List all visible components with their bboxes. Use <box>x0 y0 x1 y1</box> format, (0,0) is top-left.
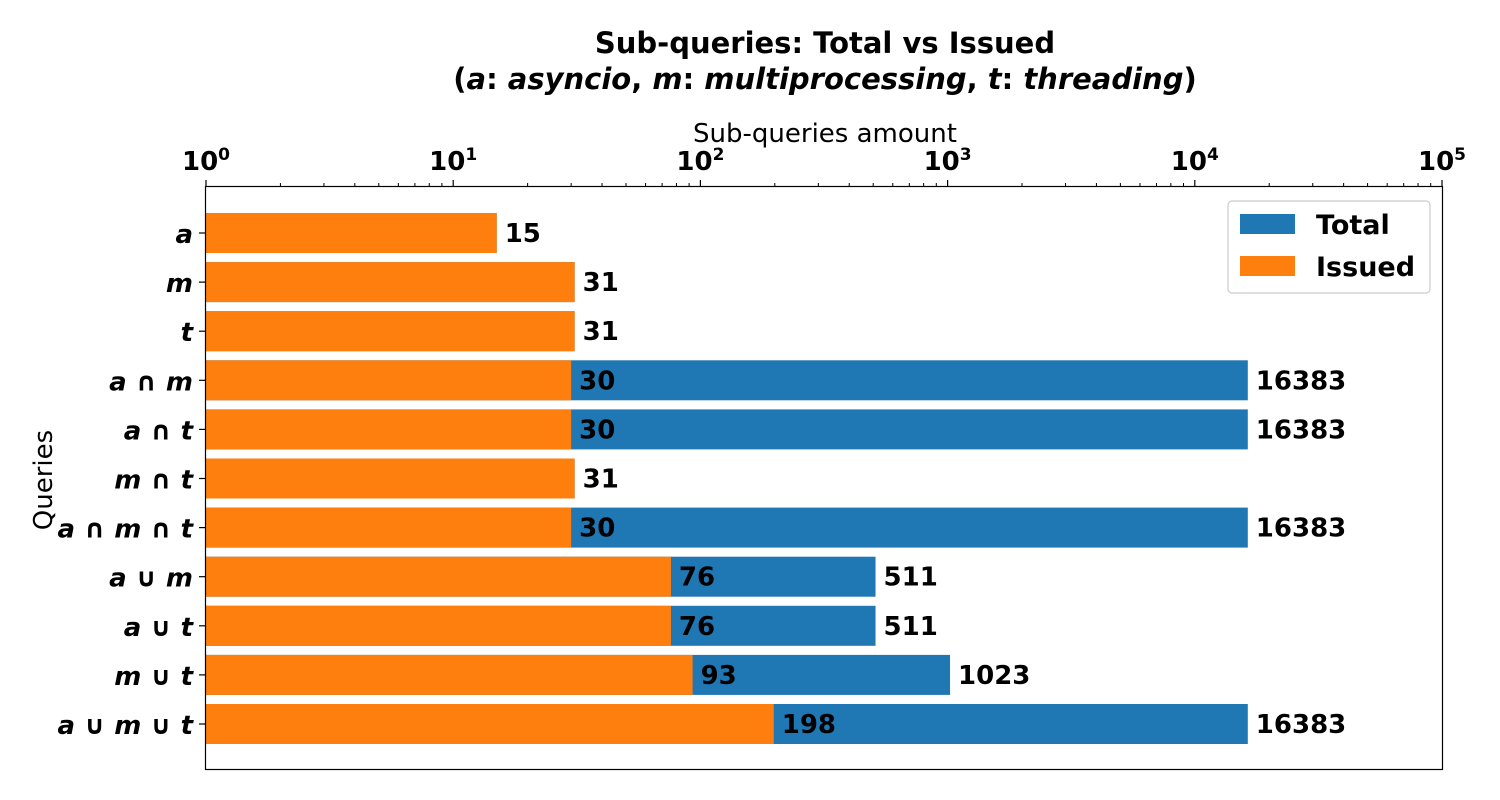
x-axis-ticks: 100 101 102 103 104 105 <box>182 145 1466 187</box>
category-label: m ∩ t <box>114 466 194 496</box>
legend-entry: Issued <box>1316 252 1415 283</box>
x-axis-label: Sub-queries amount <box>693 119 957 149</box>
bar-issued <box>206 360 572 401</box>
bar-label-issued: 30 <box>579 514 615 544</box>
category-label: a ∩ m <box>109 367 193 397</box>
bar-label-total: 511 <box>884 563 938 593</box>
bar-issued <box>206 458 575 499</box>
x-tick-label: 101 <box>429 145 477 177</box>
bar-label-total: 16383 <box>1256 710 1346 740</box>
category-label: m ∪ t <box>114 662 194 692</box>
bar-label-issued: 93 <box>701 661 737 691</box>
bar-label-issued: 198 <box>782 710 836 740</box>
category-label: a <box>175 220 193 250</box>
bar-label-total: 16383 <box>1256 514 1346 544</box>
category-label: a ∩ t <box>124 416 195 446</box>
bar-issued <box>206 605 671 646</box>
bar-label-total: 16383 <box>1256 415 1346 445</box>
legend-swatch <box>1240 214 1295 234</box>
bar-label-issued: 76 <box>679 612 715 642</box>
x-tick-label: 100 <box>182 145 230 177</box>
bar-label-issued: 76 <box>679 563 715 593</box>
x-tick-label: 102 <box>676 145 724 177</box>
bar-issued <box>206 213 497 253</box>
bar-issued <box>206 262 575 303</box>
bar-issued <box>206 507 572 548</box>
plot-frame <box>204 185 1444 771</box>
x-tick-label: 103 <box>924 145 972 177</box>
bar-label-issued: 31 <box>583 268 619 298</box>
legend-swatch <box>1240 256 1295 276</box>
bar-labels: 15 31 31 30 16383 30 16383 31 30 16383 76 511 76 511 9… <box>505 219 1347 740</box>
category-label: a ∪ t <box>124 613 195 643</box>
bar-label-total: 511 <box>884 612 938 642</box>
bars <box>206 213 1248 744</box>
bar-label-issued: 30 <box>579 415 615 445</box>
bar-issued <box>206 704 774 744</box>
category-label: m <box>166 269 193 299</box>
category-label: a ∪ m <box>109 564 193 594</box>
category-label: t <box>181 318 195 348</box>
x-tick-label: 104 <box>1171 145 1219 177</box>
y-axis-label: Queries <box>29 430 59 530</box>
bar-label-issued: 30 <box>579 366 615 396</box>
x-tick-label: 105 <box>1418 145 1466 177</box>
bar-issued <box>206 654 693 695</box>
chart-title: Sub-queries: Total vs Issued <box>595 26 1055 60</box>
bar-issued <box>206 409 572 450</box>
bar-issued <box>206 311 575 352</box>
legend: Total Issued <box>1227 200 1431 294</box>
bar-label-issued: 15 <box>505 219 541 249</box>
bar-label-issued: 31 <box>583 317 619 347</box>
legend-entry: Total <box>1316 210 1390 241</box>
bar-label-issued: 31 <box>583 465 619 495</box>
category-labels: amt a ∩ m a ∩ t m ∩ t a ∩ m ∩ t a ∪ m a ∪ t m ∪… <box>57 220 206 741</box>
bar-issued <box>206 556 671 597</box>
chart-subtitle: (a: asyncio, m: multiprocessing, t: thre… <box>453 62 1196 96</box>
bar-label-total: 1023 <box>958 661 1030 691</box>
category-label: a ∩ m ∩ t <box>57 515 194 545</box>
bar-label-total: 16383 <box>1256 366 1346 396</box>
category-label: a ∪ m ∪ t <box>57 711 194 741</box>
